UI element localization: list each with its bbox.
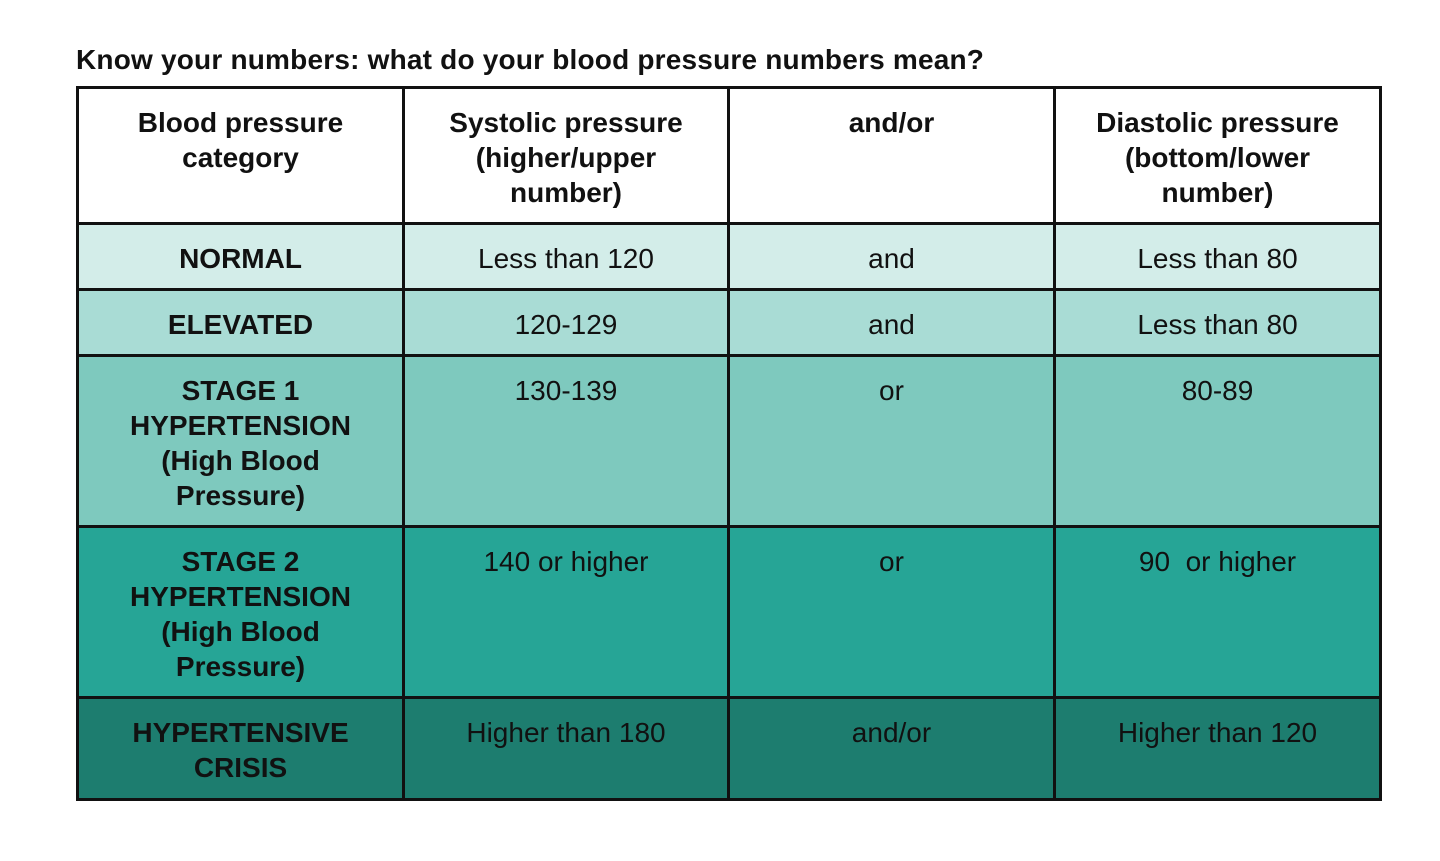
diastolic-cell: Less than 80 bbox=[1053, 222, 1382, 291]
diastolic-cell: 90 or higher bbox=[1053, 525, 1382, 699]
header-conjunction: and/or bbox=[727, 86, 1056, 225]
header-diastolic: Diastolic pressure (bottom/lower number) bbox=[1053, 86, 1382, 225]
table-row: NORMAL Less than 120 and Less than 80 bbox=[76, 222, 1382, 291]
conjunction-cell: and/or bbox=[727, 696, 1056, 801]
category-cell: NORMAL bbox=[76, 222, 405, 291]
conjunction-cell: and bbox=[727, 288, 1056, 357]
header-systolic: Systolic pressure (higher/upper number) bbox=[402, 86, 730, 225]
category-cell: STAGE 2 HYPERTENSION (High Blood Pressur… bbox=[76, 525, 405, 699]
category-cell: ELEVATED bbox=[76, 288, 405, 357]
table-row: ELEVATED 120-129 and Less than 80 bbox=[76, 288, 1382, 357]
diastolic-cell: Less than 80 bbox=[1053, 288, 1382, 357]
table-row: STAGE 1 HYPERTENSION (High Blood Pressur… bbox=[76, 354, 1382, 528]
systolic-cell: Less than 120 bbox=[402, 222, 730, 291]
diastolic-cell: Higher than 120 bbox=[1053, 696, 1382, 801]
category-cell: HYPERTENSIVE CRISIS bbox=[76, 696, 405, 801]
category-cell: STAGE 1 HYPERTENSION (High Blood Pressur… bbox=[76, 354, 405, 528]
table-header-row: Blood pressure category Systolic pressur… bbox=[76, 86, 1382, 225]
conjunction-cell: and bbox=[727, 222, 1056, 291]
page-title: Know your numbers: what do your blood pr… bbox=[76, 44, 985, 75]
systolic-cell: 140 or higher bbox=[402, 525, 730, 699]
table-row: STAGE 2 HYPERTENSION (High Blood Pressur… bbox=[76, 525, 1382, 699]
systolic-cell: 130-139 bbox=[402, 354, 730, 528]
systolic-cell: 120-129 bbox=[402, 288, 730, 357]
conjunction-cell: or bbox=[727, 354, 1056, 528]
table-row: HYPERTENSIVE CRISIS Higher than 180 and/… bbox=[76, 696, 1382, 801]
conjunction-cell: or bbox=[727, 525, 1056, 699]
blood-pressure-table: Blood pressure category Systolic pressur… bbox=[76, 86, 1382, 801]
diastolic-cell: 80-89 bbox=[1053, 354, 1382, 528]
header-category: Blood pressure category bbox=[76, 86, 405, 225]
systolic-cell: Higher than 180 bbox=[402, 696, 730, 801]
